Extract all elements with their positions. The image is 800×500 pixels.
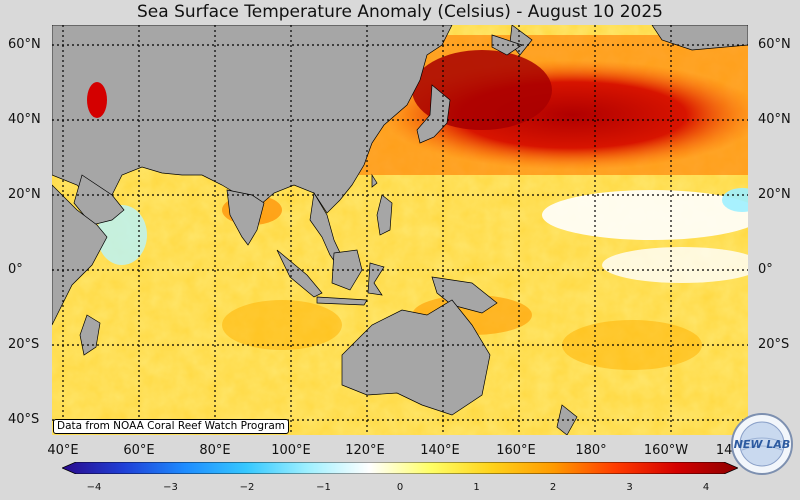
logo-text: NEW LAB (734, 438, 791, 451)
land (52, 25, 748, 435)
lon-label-180: 180° (575, 443, 607, 458)
lat-label-60n-left: 60°N (8, 37, 41, 52)
lon-label-60e: 60°E (123, 443, 155, 458)
colorbar-tick-label: 1 (473, 482, 480, 493)
map-canvas (52, 25, 748, 435)
lon-label-140e: 140°E (420, 443, 460, 458)
lat-label-20n-left: 20°N (8, 187, 41, 202)
subtropic-cool (542, 190, 748, 240)
colorbar-tick-label: 0 (396, 482, 404, 493)
lat-label-20s-left: 20°S (8, 337, 40, 352)
eq-cool (602, 247, 748, 283)
cyan-patch (722, 188, 748, 212)
lon-label-160w: 160°W (643, 443, 689, 458)
lat-label-eq-left: 0° (8, 262, 23, 277)
lat-label-40s-left: 40°S (8, 412, 40, 427)
lat-label-eq-right: 0° (758, 262, 773, 277)
lat-label-40n-left: 40°N (8, 112, 41, 127)
colorbar-tick-label: 2 (549, 482, 557, 493)
colorbar-tick-label: −2 (239, 482, 255, 493)
colorbar-tick-label: −4 (86, 482, 102, 493)
lat-label-20s-right: 20°S (758, 337, 790, 352)
lon-label-120e: 120°E (345, 443, 385, 458)
colorbar-tick-label: 4 (702, 482, 710, 493)
sst-anomaly-map (52, 25, 748, 435)
colorbar-gradient (62, 462, 738, 474)
lon-label-100e: 100°E (271, 443, 311, 458)
lon-label-40e: 40°E (47, 443, 79, 458)
lon-label-160e: 160°E (496, 443, 536, 458)
colorbar-tick-label: 3 (626, 482, 633, 493)
colorbar (62, 462, 738, 474)
lab-logo: NEW LAB (731, 413, 793, 475)
lat-label-60n-right: 60°N (758, 37, 791, 52)
map-title: Sea Surface Temperature Anomaly (Celsius… (137, 2, 663, 22)
data-credit: Data from NOAA Coral Reef Watch Program (53, 419, 289, 434)
colorbar-tick-label: −1 (316, 482, 331, 493)
colorbar-tick-label: −3 (163, 482, 178, 493)
graticule (52, 25, 748, 435)
lon-label-80e: 80°E (199, 443, 231, 458)
lat-label-20n-right: 20°N (758, 187, 791, 202)
lat-label-40n-right: 40°N (758, 112, 791, 127)
